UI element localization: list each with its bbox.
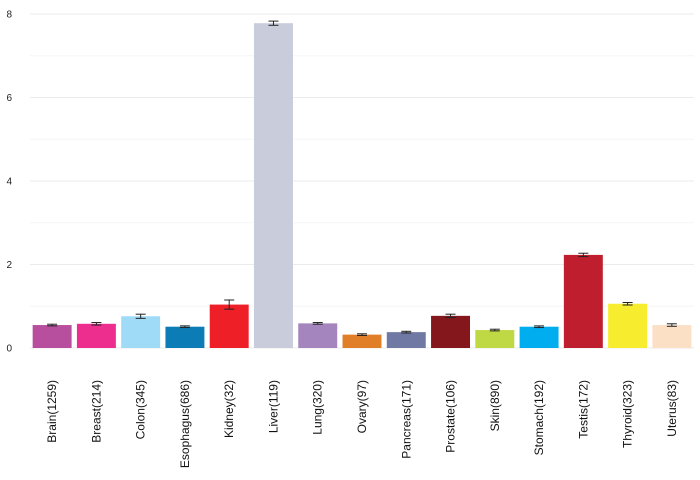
bar bbox=[209, 304, 249, 348]
y-tick-label: 8 bbox=[6, 10, 12, 21]
error-bar bbox=[179, 325, 190, 329]
x-tick-label: Colon(345) bbox=[134, 380, 148, 439]
x-axis: Brain(1259) Breast(214) Colon(345) Esophagu… bbox=[45, 380, 679, 468]
x-tick-label: Lung(320) bbox=[311, 380, 325, 435]
bar bbox=[253, 23, 293, 349]
y-tick-label: 2 bbox=[6, 260, 12, 271]
bar bbox=[652, 325, 692, 348]
x-tick-label: Uterus(83) bbox=[665, 380, 679, 437]
x-tick-label: Testis(172) bbox=[576, 380, 590, 439]
x-tick-label: Liver(119) bbox=[266, 380, 280, 433]
error-bar bbox=[489, 328, 500, 332]
gridlines bbox=[30, 13, 694, 349]
error-bar bbox=[622, 301, 633, 306]
bar bbox=[165, 326, 205, 348]
bar bbox=[563, 254, 603, 348]
x-tick-label: Thyroid(323) bbox=[621, 380, 635, 448]
error-bar bbox=[224, 299, 235, 310]
error-bar bbox=[268, 20, 279, 26]
x-tick-label: Stomach(192) bbox=[532, 380, 546, 455]
bars bbox=[32, 23, 692, 349]
x-tick-label: Kidney(32) bbox=[222, 380, 236, 438]
x-tick-label: Skin(890) bbox=[488, 380, 502, 431]
bar bbox=[608, 303, 648, 348]
bar bbox=[76, 323, 116, 348]
error-bar bbox=[312, 322, 323, 325]
error-bar bbox=[135, 313, 146, 319]
x-tick-label: Prostate(106) bbox=[444, 380, 458, 453]
bar bbox=[475, 330, 515, 348]
y-tick-label: 0 bbox=[6, 344, 12, 355]
error-bar bbox=[534, 325, 545, 329]
error-bar bbox=[666, 323, 677, 327]
y-axis: 0 2 4 6 8 bbox=[6, 10, 12, 355]
error-bar bbox=[91, 322, 102, 326]
error-bar bbox=[445, 313, 456, 319]
bar bbox=[386, 332, 426, 348]
error-bar bbox=[47, 323, 58, 327]
bar bbox=[298, 323, 338, 348]
bar bbox=[342, 334, 382, 348]
error-bar bbox=[578, 252, 589, 258]
error-bar bbox=[357, 333, 367, 336]
x-tick-label: Breast(214) bbox=[89, 380, 103, 443]
x-tick-label: Esophagus(686) bbox=[178, 380, 192, 468]
bar bbox=[519, 326, 559, 348]
bar bbox=[32, 325, 72, 348]
x-tick-label: Ovary(97) bbox=[355, 380, 369, 433]
bar bbox=[121, 316, 161, 348]
y-tick-label: 4 bbox=[6, 177, 12, 188]
error-bars bbox=[47, 20, 677, 336]
x-tick-label: Pancreas(171) bbox=[399, 380, 413, 459]
bar bbox=[431, 315, 471, 348]
y-tick-label: 6 bbox=[6, 93, 12, 104]
error-bar bbox=[401, 330, 412, 334]
x-tick-label: Brain(1259) bbox=[45, 380, 59, 443]
